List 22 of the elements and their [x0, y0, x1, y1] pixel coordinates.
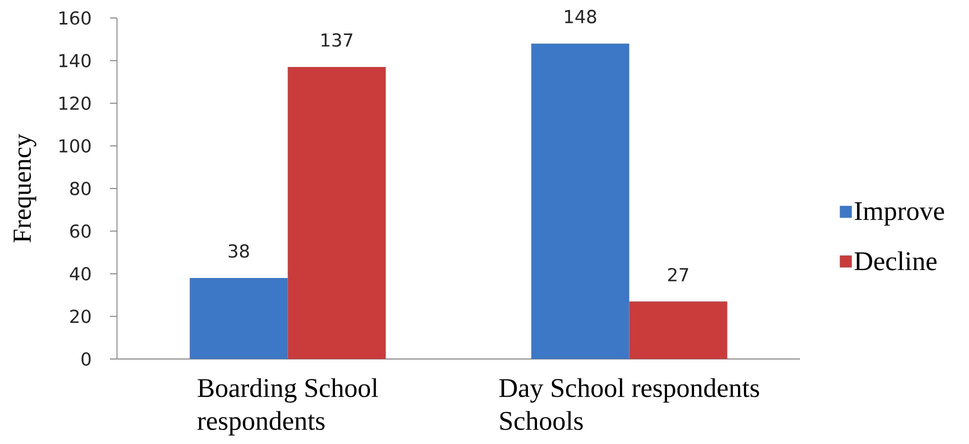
data-label: 148: [565, 10, 596, 24]
legend-label: Improve: [854, 202, 944, 226]
legend-label: Decline: [854, 251, 937, 270]
bar: [629, 301, 728, 359]
y-tick-label: 120: [60, 96, 91, 110]
data-label: 137: [322, 33, 352, 47]
bar: [190, 278, 288, 359]
x-tick-label: Day School respondents Schools: [499, 378, 760, 430]
y-tick-label: 80: [70, 182, 91, 196]
data-label: 27: [668, 268, 688, 282]
y-tick-label: 100: [60, 139, 91, 153]
y-tick-label: 40: [70, 266, 91, 281]
y-tick-label: 20: [70, 310, 91, 324]
x-tick-label: Boarding School respondents: [198, 378, 378, 436]
bar: [531, 44, 630, 359]
bar: [288, 67, 386, 359]
y-tick-label: 160: [60, 11, 91, 25]
y-tick-label: 140: [60, 54, 91, 68]
y-tick-label: 0: [82, 352, 91, 366]
data-label: 38: [228, 244, 249, 258]
y-axis-title: Frequency: [14, 134, 36, 242]
y-tick-label: 60: [70, 224, 91, 238]
